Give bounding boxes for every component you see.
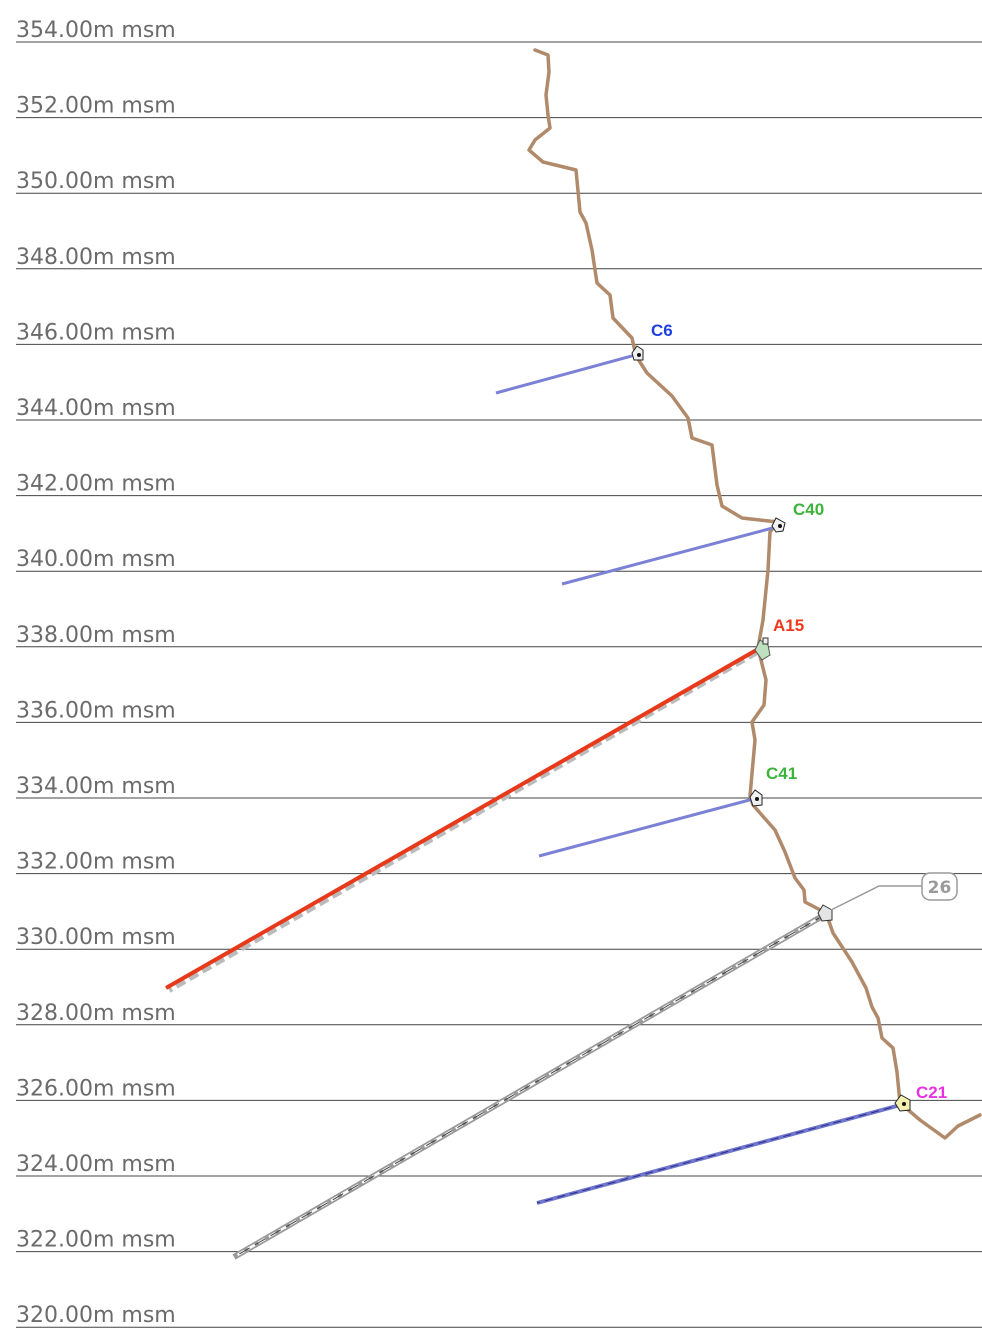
elevation-label: 322.00m msm: [16, 1228, 176, 1253]
elevation-label: 338.00m msm: [16, 623, 176, 648]
elevation-label: 320.00m msm: [16, 1303, 176, 1328]
elevation-label: 354.00m msm: [16, 18, 176, 43]
anchor-point-C21: [902, 1102, 906, 1106]
elevation-label: 332.00m msm: [16, 850, 176, 875]
elevation-label: 330.00m msm: [16, 925, 176, 950]
callout-leader-26: [830, 885, 922, 911]
anchor-line-C41: [538, 796, 758, 858]
callout-label-26: 26: [928, 878, 952, 898]
anchor-line-C40: [561, 524, 781, 586]
elevation-label: 350.00m msm: [16, 169, 176, 194]
elevation-label: 328.00m msm: [16, 1001, 176, 1026]
anchor-line-A15: [165, 646, 761, 990]
callout-box-26: [921, 872, 958, 901]
elevation-label: 336.00m msm: [16, 698, 176, 723]
anchor-label-A15: A15: [773, 616, 804, 635]
anchor-point-C41: [755, 797, 759, 801]
elevation-label: 324.00m msm: [16, 1152, 176, 1177]
anchor-head-A15[interactable]: [754, 639, 771, 661]
elevation-grid: 354.00m msm 352.00m msm 350.00m msm 348.00m…: [16, 18, 982, 1328]
anchor-line-C21-dash: [536, 1103, 905, 1204]
elevation-label: 352.00m msm: [16, 94, 176, 119]
anchor-head-26[interactable]: [817, 904, 833, 922]
anchor-label-C6: C6: [651, 321, 673, 340]
elevation-label: 346.00m msm: [16, 320, 176, 345]
anchor-point-C40: [778, 524, 782, 528]
elevation-label: 344.00m msm: [16, 396, 176, 421]
elevation-label: 342.00m msm: [16, 472, 176, 497]
anchor-line-26-dash: [233, 913, 827, 1258]
terrain-profile-line: [527, 48, 982, 1140]
elevation-label: 348.00m msm: [16, 245, 176, 270]
anchor-point-C6: [637, 353, 641, 357]
anchor-cap-A15: [762, 637, 769, 645]
elevation-label: 334.00m msm: [16, 774, 176, 799]
anchor-label-C41: C41: [766, 764, 797, 783]
anchor-label-C40: C40: [793, 500, 824, 519]
anchor-line-A15-shadow: [167, 649, 759, 993]
anchor-line-C6: [495, 352, 640, 395]
anchor-label-C21: C21: [916, 1083, 947, 1102]
elevation-label: 326.00m msm: [16, 1076, 176, 1101]
elevation-label: 340.00m msm: [16, 547, 176, 572]
